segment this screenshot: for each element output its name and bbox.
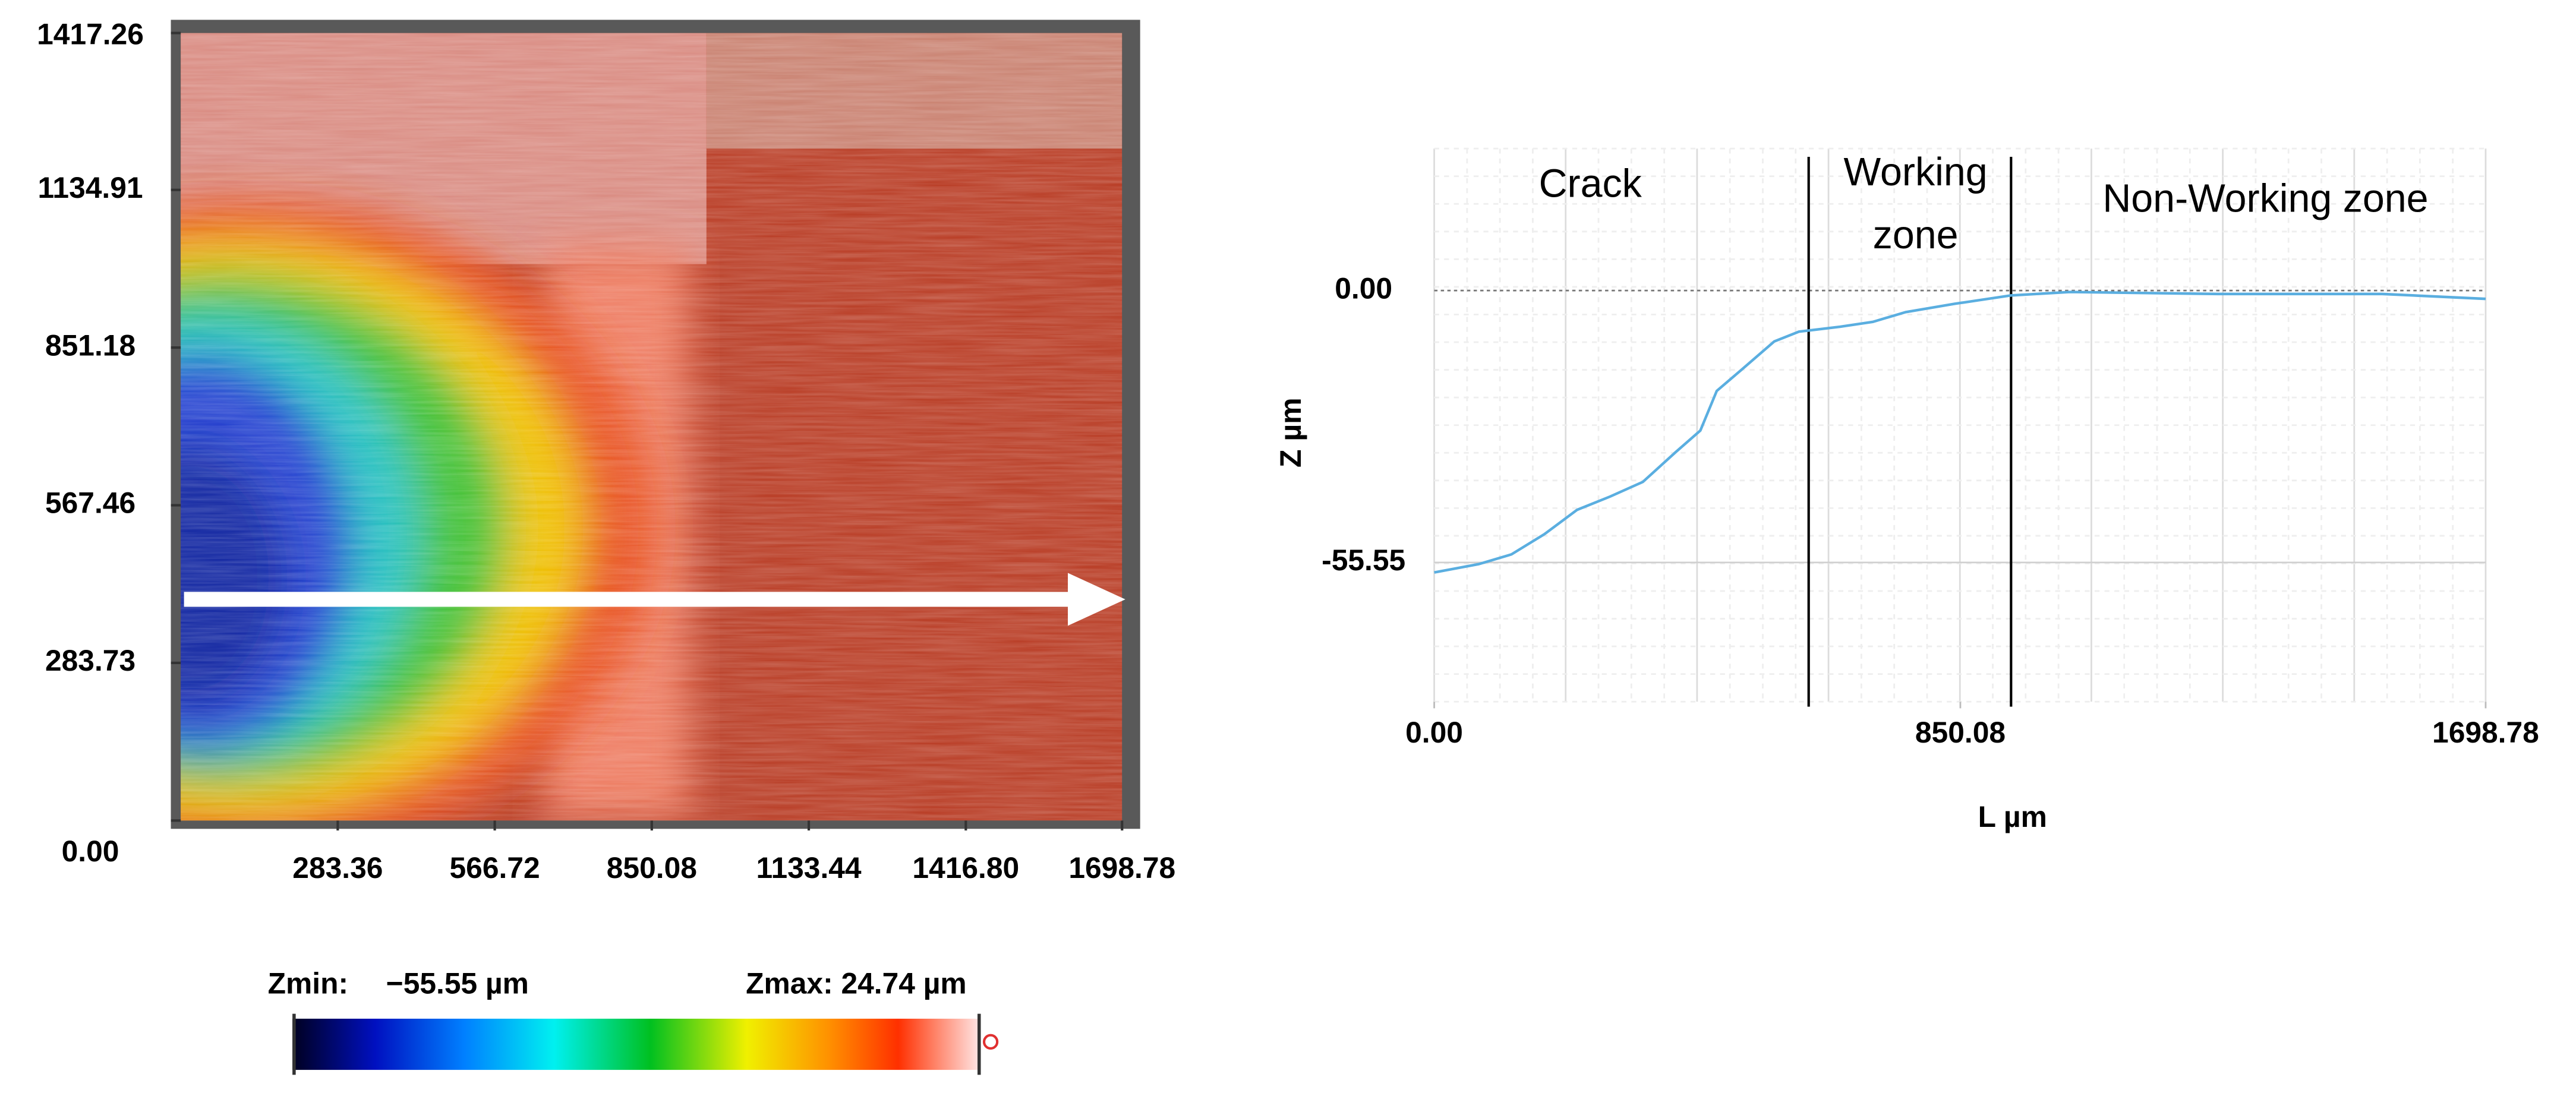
x-tick-label: 1698.78: [1068, 851, 1175, 884]
x-axis-label: L µm: [1978, 800, 2047, 833]
x-tick-label: 1698.78: [2432, 716, 2539, 749]
zmax-value: Zmax: 24.74 µm: [746, 966, 967, 1000]
x-tick-label: 1416.80: [912, 851, 1019, 884]
zone-label: Working: [1844, 150, 1988, 194]
y-tick-label: 0.00: [1335, 271, 1392, 305]
zone-label: zone: [1873, 213, 1959, 257]
x-tick-label: 850.08: [607, 851, 697, 884]
zmin-label: Zmin:: [268, 966, 348, 1000]
y-tick-label: 567.46: [45, 487, 135, 520]
x-tick-label: 1133.44: [756, 851, 862, 884]
arrow-head: [1068, 573, 1125, 626]
y-tick-label: -55.55: [1322, 544, 1405, 577]
zmin-value: −55.55 µm: [386, 966, 529, 1000]
x-tick-label: 850.08: [1915, 716, 2006, 749]
x-tick-label: 566.72: [450, 851, 540, 884]
y-tick-label: 851.18: [45, 328, 135, 362]
y-tick-label: 1134.91: [38, 171, 143, 204]
y-tick-label: 1417.26: [37, 17, 144, 50]
profile-line: [1434, 290, 2486, 574]
zone-label: Non-Working zone: [2102, 177, 2428, 221]
colorbar: [292, 1018, 981, 1070]
x-tick-label: 283.36: [292, 851, 383, 884]
colorbar-marker: [982, 1034, 999, 1050]
y-tick-label: 0.00: [62, 835, 119, 868]
zone-label: Crack: [1539, 162, 1642, 206]
y-tick-label: 283.73: [45, 644, 135, 677]
x-tick-label: 0.00: [1405, 716, 1463, 749]
height-map: [181, 33, 1123, 821]
y-axis-label: Z µm: [1274, 397, 1307, 467]
